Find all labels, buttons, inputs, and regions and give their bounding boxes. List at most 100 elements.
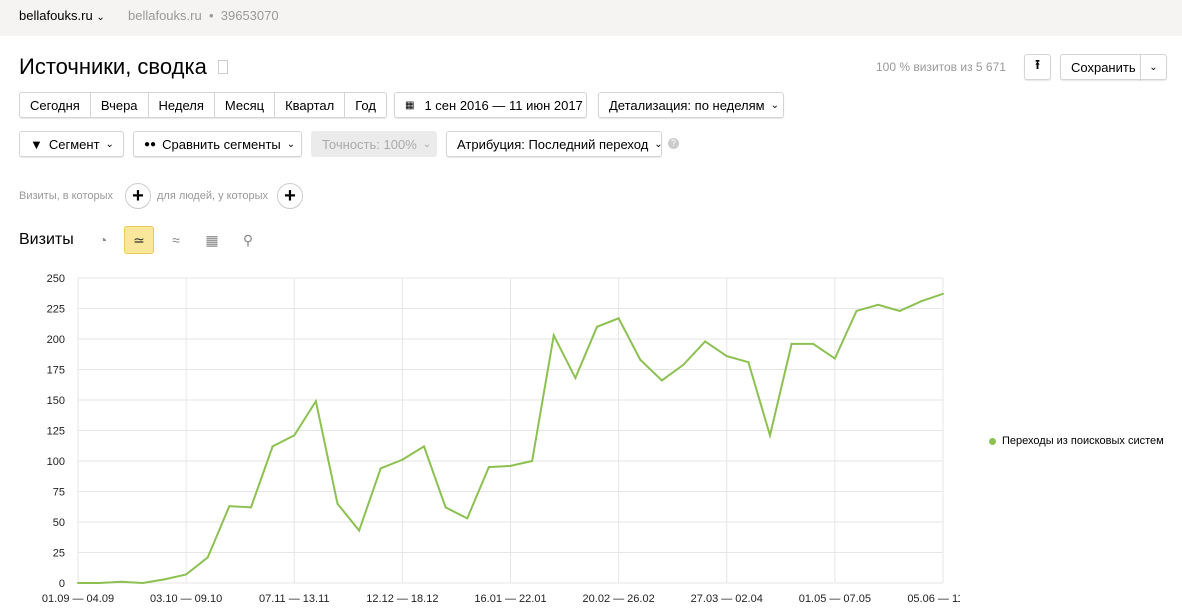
data-point [898,309,901,312]
accuracy-dropdown: Точность: 100% ⌄ [311,131,437,157]
data-point [855,309,858,312]
accuracy-label: Точность: 100% [322,136,417,152]
y-tick-label: 125 [47,426,65,438]
y-tick-label: 250 [47,273,65,285]
chevron-down-icon: ⌄ [105,138,114,150]
x-tick-label: 27.03 — 02.04 [691,593,763,605]
detail-dropdown[interactable]: Детализация: по неделям ⌄ [598,92,784,118]
data-point [77,582,79,584]
x-tick-label: 01.05 — 07.05 [799,593,871,605]
x-tick-label: 07.11 — 13.11 [259,593,330,605]
data-point [833,357,836,360]
period-year[interactable]: Год [355,97,376,113]
data-point [487,466,490,469]
y-tick-label: 150 [47,395,65,407]
segment-dropdown[interactable]: ▼ Сегмент ⌄ [19,131,124,157]
data-point [271,445,274,448]
top-bar: bellafouks.ru ⌄ bellafouks.ru • 39653070 [0,0,1182,36]
data-point [141,582,144,584]
compare-label: Сравнить сегменты [162,136,281,152]
chevron-down-icon: ⌄ [422,138,432,150]
counter-site: bellafouks.ru [128,8,202,23]
data-point [293,434,296,437]
chevron-down-icon: ⌄ [96,12,105,23]
chevron-down-icon: ⌄ [654,138,663,150]
data-point [725,355,728,358]
data-point [682,363,685,366]
y-tick-label: 75 [53,487,65,499]
chevron-down-icon: ⌄ [1149,61,1158,73]
site-selector[interactable]: bellafouks.ru ⌄ [19,8,105,23]
save-options-button[interactable]: ⌄ [1140,54,1167,80]
data-point [790,342,793,345]
legend-label: Переходы из поисковых систем [1002,435,1164,447]
chart-legend[interactable]: Переходы из поисковых систем [989,435,1164,447]
data-point [379,467,382,470]
data-point [228,505,231,508]
chart-title: Визиты [19,231,74,248]
data-point [574,377,577,380]
data-point [531,460,534,462]
compare-icon: ●● [144,138,157,150]
counter-id: 39653070 [220,8,279,23]
help-icon[interactable]: ? [668,138,679,149]
data-point [920,300,923,303]
add-visit-condition-button[interactable]: + [125,183,151,209]
y-tick-label: 100 [47,456,65,468]
calendar-icon: ▦ [405,99,415,111]
data-point [552,334,555,337]
attribution-label: Атрибуция: Последний переход [457,136,649,152]
data-point [250,506,252,509]
bar-chart-icon[interactable]: ▦ [205,231,219,248]
x-tick-label: 01.09 — 04.09 [42,593,114,605]
pie-chart-icon[interactable]: ◔ [98,232,108,248]
compare-segments-dropdown[interactable]: ●● Сравнить сегменты ⌄ [133,131,302,157]
data-point [877,303,880,306]
data-point [660,379,663,382]
y-tick-label: 225 [47,304,65,316]
data-point [466,517,469,520]
y-tick-label: 175 [47,365,65,377]
period-buttons: Сегодня Вчера Неделя Месяц Квартал Год [19,92,387,118]
y-tick-label: 0 [59,578,65,590]
period-week[interactable]: Неделя [149,93,215,117]
x-tick-label: 12.12 — 18.12 [366,593,438,605]
x-tick-label: 20.02 — 26.02 [583,593,655,605]
data-point [596,325,598,328]
bookmark-icon[interactable] [218,60,228,74]
visits-share: 100 % визитов из 5 671 [876,60,1006,74]
date-range-button[interactable]: ▦ 1 сен 2016 — 11 июн 2017 [394,92,587,118]
visits-condition-label: Визиты, в которых [19,190,113,202]
attribution-dropdown[interactable]: Атрибуция: Последний переход ⌄ [446,131,663,157]
page-title: Источники, сводка [19,54,207,79]
period-today[interactable]: Сегодня [20,93,91,117]
x-tick-label: 05.06 — 11.06 [907,593,960,605]
line-chart-icon[interactable]: ≃ [124,226,154,254]
counter-info: bellafouks.ru • 39653070 [128,8,279,23]
data-point [185,573,188,576]
x-tick-label: 03.10 — 09.10 [150,593,222,605]
data-point [336,502,339,505]
data-point [98,582,101,584]
y-tick-label: 50 [53,517,65,529]
segment-label: Сегмент [48,136,100,152]
data-point [358,529,361,532]
data-point [704,340,707,343]
chevron-down-icon: ⌄ [286,138,296,150]
y-tick-label: 200 [47,334,65,346]
save-button[interactable]: Сохранить [1060,54,1141,80]
map-icon[interactable]: ⚲ [242,231,254,248]
data-point [617,317,620,320]
period-quarter[interactable]: Квартал [275,93,346,117]
legend-marker [989,437,996,445]
add-people-condition-button[interactable]: + [277,183,303,209]
period-month[interactable]: Месяц [215,93,276,117]
line-chart: 0 25 50 75 100 125 150 175 200 225 250 01.09 — 04.0… [42,273,960,605]
export-button[interactable]: ⭱ [1024,54,1051,80]
period-yesterday[interactable]: Вчера [91,93,149,117]
data-point [163,578,166,581]
area-chart-icon[interactable]: ≈ [172,232,180,248]
data-point [423,445,425,448]
data-point [444,506,447,509]
data-point [120,580,123,583]
